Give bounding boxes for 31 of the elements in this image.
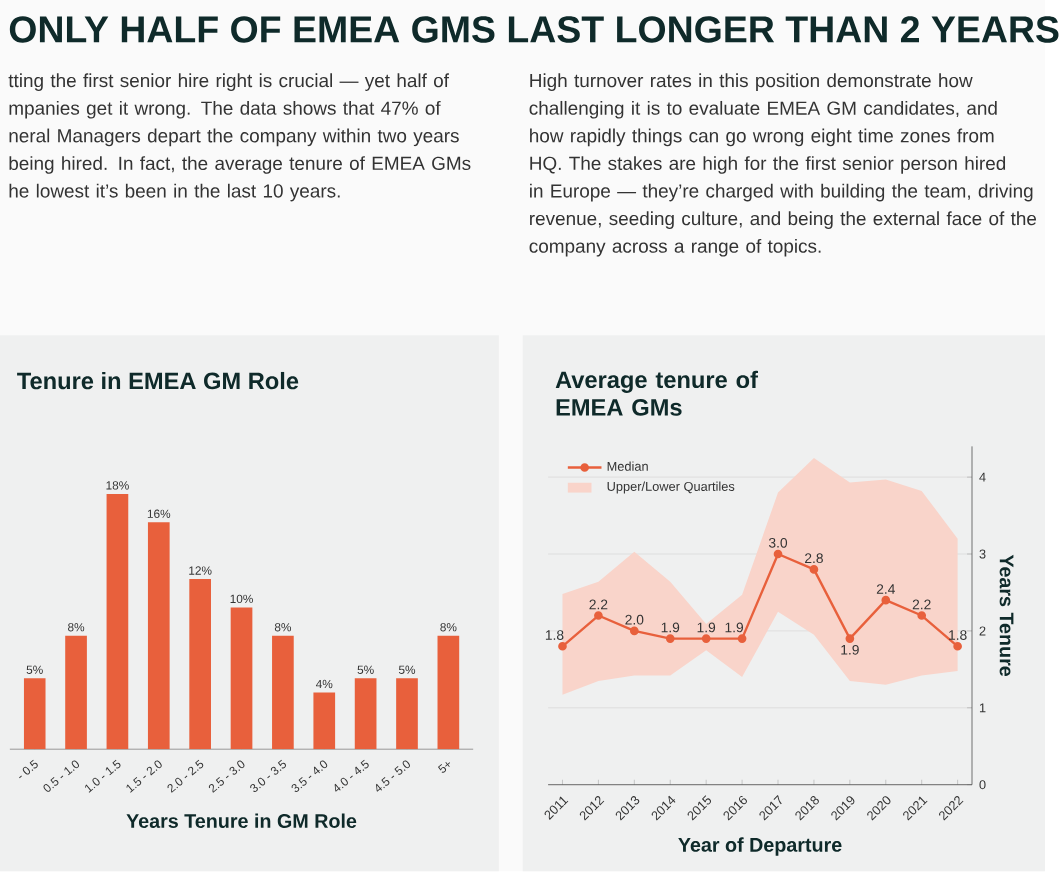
point	[558, 642, 567, 651]
bar	[230, 607, 253, 750]
bar	[106, 494, 129, 750]
bar	[23, 678, 46, 750]
y-axis-title: Years Tenure	[999, 554, 1014, 677]
bar	[65, 636, 87, 750]
point	[665, 634, 675, 644]
bar	[313, 692, 336, 750]
point	[594, 611, 603, 621]
point	[917, 611, 927, 621]
bar	[147, 522, 170, 750]
point	[629, 626, 639, 636]
point	[737, 634, 747, 644]
bar	[396, 678, 418, 750]
chart-title: Tenure in EMEA GM Role	[17, 372, 299, 390]
x-axis-title: Years Tenure in GM Role	[126, 813, 357, 829]
text: High turnover rates in this position demonstrate how challenging it is to evaluate EMEA GM candidates, and how rapidly things can go wrong eight time zones from HQ. The stakes are high for the first senior person hired in Europe — they’re charged with building the team, driving revenue, seeding culture, and being the external face of the company across a range of topics.	[529, 73, 1037, 257]
point	[881, 596, 891, 605]
bar	[272, 636, 294, 750]
point	[953, 642, 962, 651]
point	[701, 634, 711, 644]
x-axis-title: Year of Departure	[678, 837, 842, 857]
text: ONLY HALF OF EMEA GMS LAST LONGER THAN 2 YEARS	[9, 16, 1059, 43]
bar	[354, 678, 377, 750]
chart-title: Average tenure of EMEA GMs	[555, 371, 758, 416]
text: tting the first senior hire right is crucial — yet half of mpanies get it wrong. The data shows that 47% of neral Managers depart the company within two years being hired. In fact, the average tenure of EMEA GMs he lowest it’s been in the last 10 years.	[8, 73, 471, 202]
point	[773, 549, 783, 559]
bar	[437, 636, 460, 750]
bar	[189, 579, 211, 750]
point	[845, 634, 855, 644]
point	[809, 565, 819, 575]
